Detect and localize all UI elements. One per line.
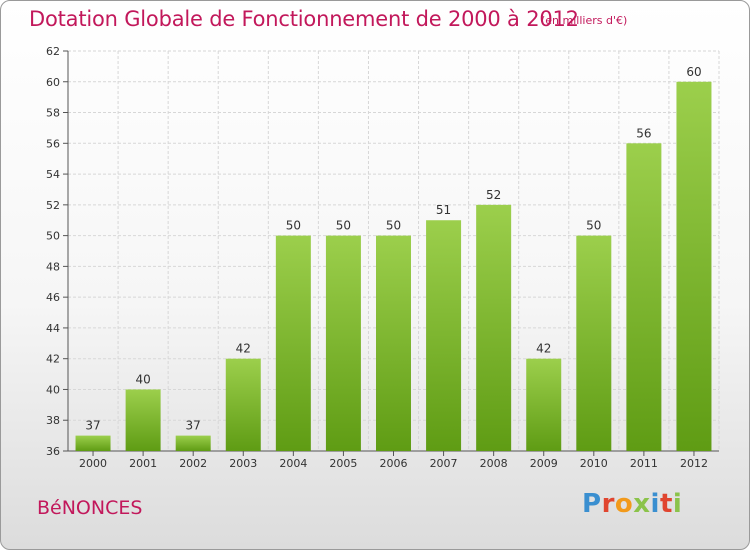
bar [626, 143, 662, 452]
bar [225, 358, 261, 451]
x-tick-label: 2008 [480, 457, 508, 470]
y-tick-label: 44 [46, 322, 60, 335]
bar-value-label: 51 [436, 203, 451, 217]
bar [175, 435, 211, 451]
logo-letter: P [582, 489, 602, 519]
x-tick-label: 2006 [380, 457, 408, 470]
y-tick-label: 46 [46, 291, 60, 304]
y-tick-label: 58 [46, 107, 60, 120]
x-tick-label: 2002 [179, 457, 207, 470]
bar [426, 220, 462, 451]
bars [75, 81, 712, 452]
logo-letter: r [601, 489, 615, 519]
y-tick-label: 38 [46, 414, 60, 427]
data-labels: 37 40 37 42 50 50 50 51 52 42 50 56 60 [85, 65, 701, 433]
y-tick-label: 36 [46, 445, 60, 458]
bar [125, 389, 161, 451]
commune-name: BéNONCES [37, 497, 143, 519]
bar-value-label: 56 [636, 126, 651, 140]
y-tick-label: 50 [46, 230, 60, 243]
bar [325, 235, 361, 451]
x-tick-label: 2004 [279, 457, 307, 470]
bar-value-label: 60 [686, 65, 701, 79]
y-tick-label: 48 [46, 260, 60, 273]
logo-letter: i [650, 489, 660, 519]
x-tick-label: 2007 [430, 457, 458, 470]
bar [526, 358, 562, 451]
y-tick-label: 62 [46, 45, 60, 58]
x-tick-label: 2001 [129, 457, 157, 470]
bar [275, 235, 311, 451]
bar [75, 435, 111, 451]
x-tick-label: 2010 [580, 457, 608, 470]
bar [576, 235, 612, 451]
y-tick-label: 40 [46, 383, 60, 396]
bar-value-label: 42 [536, 342, 551, 356]
bar-value-label: 50 [286, 219, 301, 233]
x-tick-label: 2011 [630, 457, 658, 470]
y-tick-label: 52 [46, 199, 60, 212]
chart-title: Dotation Globale de Fonctionnement de 20… [29, 7, 579, 31]
bar-value-label: 42 [236, 342, 251, 356]
y-tick-label: 56 [46, 137, 60, 150]
bar [376, 235, 411, 451]
logo-letter: o [614, 489, 634, 519]
bar-value-label: 50 [586, 219, 601, 233]
x-tick-label: 2005 [329, 457, 357, 470]
y-tick-label: 60 [46, 76, 60, 89]
bar-value-label: 37 [186, 419, 201, 433]
bar-value-label: 37 [85, 419, 100, 433]
y-tick-label: 54 [46, 168, 60, 181]
bar [476, 204, 512, 451]
axes: 36 38 40 42 44 46 48 50 52 54 56 58 60 62 2000 2001 2002… [46, 45, 719, 470]
x-tick-label: 2000 [79, 457, 107, 470]
logo-letter: i [672, 489, 683, 519]
x-tick-label: 2012 [680, 457, 708, 470]
bar-value-label: 50 [386, 219, 401, 233]
bar [676, 81, 712, 452]
bar-value-label: 40 [135, 372, 150, 386]
logo-letter: t [659, 489, 673, 519]
y-tick-label: 42 [46, 353, 60, 366]
proxiti-logo: Proxiti [582, 489, 682, 519]
x-tick-label: 2003 [229, 457, 257, 470]
bar-value-label: 52 [486, 188, 501, 202]
chart-subtitle: (en milliers d'€) [541, 14, 628, 27]
bar-value-label: 50 [336, 219, 351, 233]
logo-letter: x [633, 489, 651, 519]
x-tick-label: 2009 [530, 457, 558, 470]
